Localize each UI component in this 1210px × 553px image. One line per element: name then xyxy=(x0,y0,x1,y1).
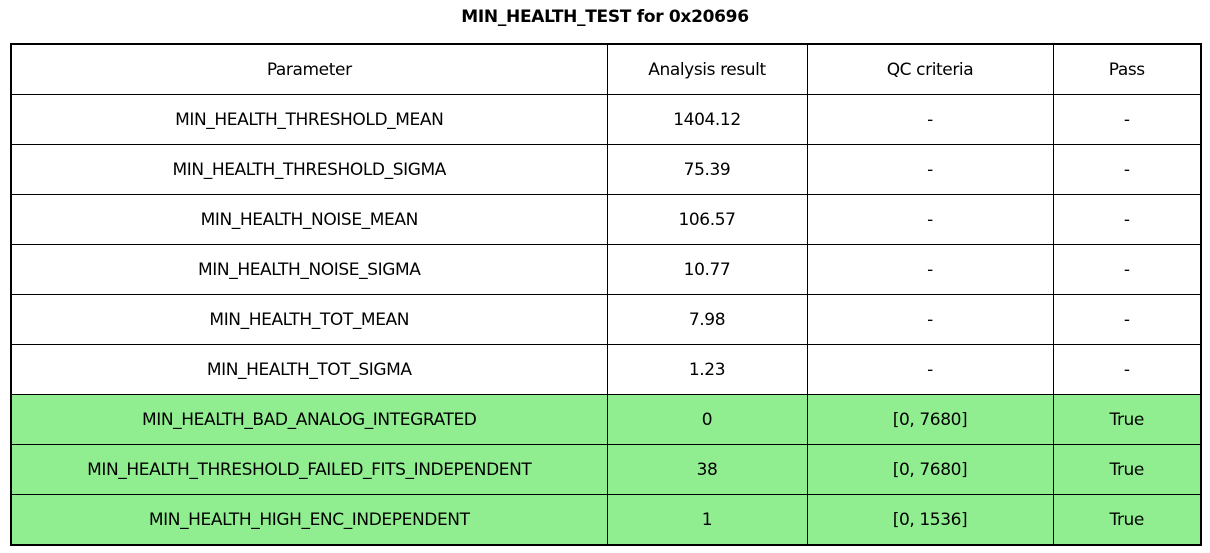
table-row: MIN_HEALTH_NOISE_MEAN 106.57 - - xyxy=(10,194,1202,245)
table-row: MIN_HEALTH_TOT_SIGMA 1.23 - - xyxy=(10,344,1202,395)
col-header-analysis-result: Analysis result xyxy=(606,43,808,95)
pass-cell: - xyxy=(1052,94,1202,145)
qc-criteria-cell: - xyxy=(806,344,1054,395)
col-header-qc-criteria: QC criteria xyxy=(806,43,1054,95)
table-row: MIN_HEALTH_THRESHOLD_MEAN 1404.12 - - xyxy=(10,94,1202,145)
result-cell: 10.77 xyxy=(606,244,808,295)
pass-cell: - xyxy=(1052,144,1202,195)
result-cell: 106.57 xyxy=(606,194,808,245)
result-cell: 75.39 xyxy=(606,144,808,195)
qc-criteria-cell: [0, 7680] xyxy=(806,394,1054,445)
parameter-cell: MIN_HEALTH_BAD_ANALOG_INTEGRATED xyxy=(10,394,608,445)
parameter-cell: MIN_HEALTH_NOISE_SIGMA xyxy=(10,244,608,295)
qc-results-table: Parameter Analysis result QC criteria Pa… xyxy=(10,43,1202,546)
qc-criteria-cell: [0, 7680] xyxy=(806,444,1054,495)
qc-criteria-cell: - xyxy=(806,194,1054,245)
col-header-parameter: Parameter xyxy=(10,43,608,95)
qc-criteria-cell: - xyxy=(806,144,1054,195)
parameter-cell: MIN_HEALTH_THRESHOLD_MEAN xyxy=(10,94,608,145)
pass-cell: True xyxy=(1052,444,1202,495)
parameter-cell: MIN_HEALTH_HIGH_ENC_INDEPENDENT xyxy=(10,494,608,546)
result-cell: 38 xyxy=(606,444,808,495)
report-title: MIN_HEALTH_TEST for 0x20696 xyxy=(461,7,749,27)
result-cell: 1404.12 xyxy=(606,94,808,145)
parameter-cell: MIN_HEALTH_TOT_SIGMA xyxy=(10,344,608,395)
pass-cell: - xyxy=(1052,194,1202,245)
qc-criteria-cell: - xyxy=(806,244,1054,295)
pass-cell: - xyxy=(1052,294,1202,345)
qc-criteria-cell: - xyxy=(806,294,1054,345)
table-row: MIN_HEALTH_THRESHOLD_SIGMA 75.39 - - xyxy=(10,144,1202,195)
result-cell: 1 xyxy=(606,494,808,546)
parameter-cell: MIN_HEALTH_TOT_MEAN xyxy=(10,294,608,345)
pass-cell: True xyxy=(1052,394,1202,445)
parameter-cell: MIN_HEALTH_THRESHOLD_FAILED_FITS_INDEPEN… xyxy=(10,444,608,495)
pass-cell: - xyxy=(1052,244,1202,295)
result-cell: 7.98 xyxy=(606,294,808,345)
table-row: MIN_HEALTH_NOISE_SIGMA 10.77 - - xyxy=(10,244,1202,295)
parameter-cell: MIN_HEALTH_THRESHOLD_SIGMA xyxy=(10,144,608,195)
table-row: MIN_HEALTH_TOT_MEAN 7.98 - - xyxy=(10,294,1202,345)
qc-criteria-cell: [0, 1536] xyxy=(806,494,1054,546)
parameter-cell: MIN_HEALTH_NOISE_MEAN xyxy=(10,194,608,245)
table-row: MIN_HEALTH_THRESHOLD_FAILED_FITS_INDEPEN… xyxy=(10,444,1202,495)
header-row: Parameter Analysis result QC criteria Pa… xyxy=(10,43,1202,95)
result-cell: 1.23 xyxy=(606,344,808,395)
table-row: MIN_HEALTH_BAD_ANALOG_INTEGRATED 0 [0, 7… xyxy=(10,394,1202,445)
result-cell: 0 xyxy=(606,394,808,445)
table-row: MIN_HEALTH_HIGH_ENC_INDEPENDENT 1 [0, 15… xyxy=(10,494,1202,546)
pass-cell: - xyxy=(1052,344,1202,395)
col-header-pass: Pass xyxy=(1052,43,1202,95)
pass-cell: True xyxy=(1052,494,1202,546)
qc-criteria-cell: - xyxy=(806,94,1054,145)
